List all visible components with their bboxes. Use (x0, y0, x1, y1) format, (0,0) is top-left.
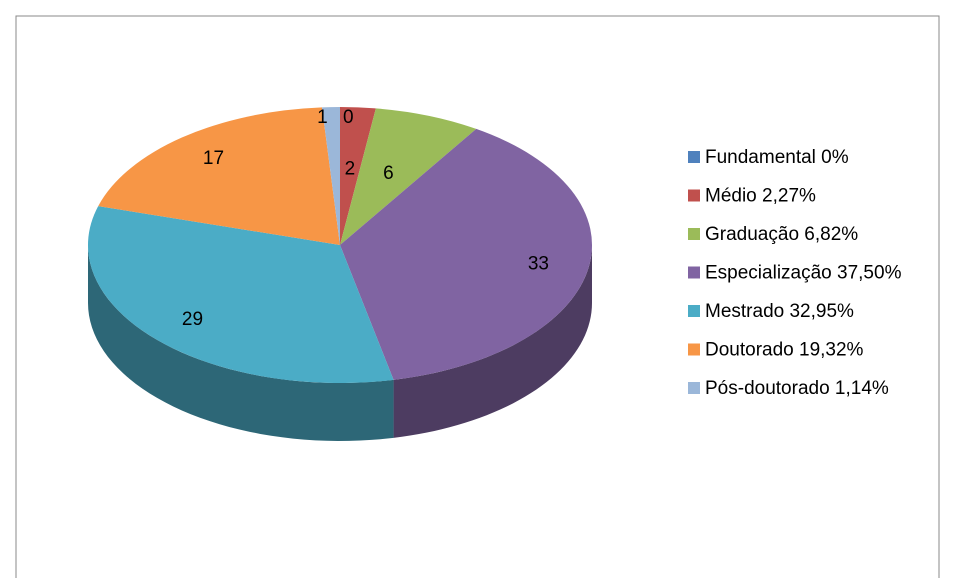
legend-label: Pós-doutorado 1,14% (705, 378, 889, 399)
legend-swatch (688, 266, 700, 279)
legend-label: Mestrado 32,95% (705, 301, 854, 322)
legend-label: Graduação 6,82% (705, 224, 858, 245)
legend-label: Especialização 37,50% (705, 263, 902, 284)
data-label: 33 (528, 254, 549, 275)
legend-swatch (688, 343, 700, 356)
pie-slice (340, 108, 477, 246)
legend-label: Doutorado 19,32% (705, 340, 864, 361)
data-label: 6 (383, 163, 394, 184)
pie-slice (340, 107, 376, 245)
legend-label: Fundamental 0% (705, 147, 849, 168)
legend-label: Médio 2,27% (705, 186, 816, 207)
data-label: 2 (345, 158, 356, 179)
pie-slice (322, 107, 340, 245)
legend-swatch (688, 382, 700, 394)
pie-slice (88, 206, 394, 383)
data-label: 29 (182, 309, 203, 330)
legend-swatch (688, 228, 700, 240)
legend-swatch (688, 305, 700, 317)
pie-slice (340, 128, 593, 380)
pie-slice (98, 107, 341, 245)
data-label: 0 (343, 107, 354, 128)
data-label: 1 (317, 107, 328, 128)
pie-side (88, 245, 394, 441)
legend-swatch (688, 151, 700, 163)
legend-swatch (688, 189, 700, 202)
pie-side (393, 245, 592, 438)
data-label: 17 (203, 148, 224, 169)
